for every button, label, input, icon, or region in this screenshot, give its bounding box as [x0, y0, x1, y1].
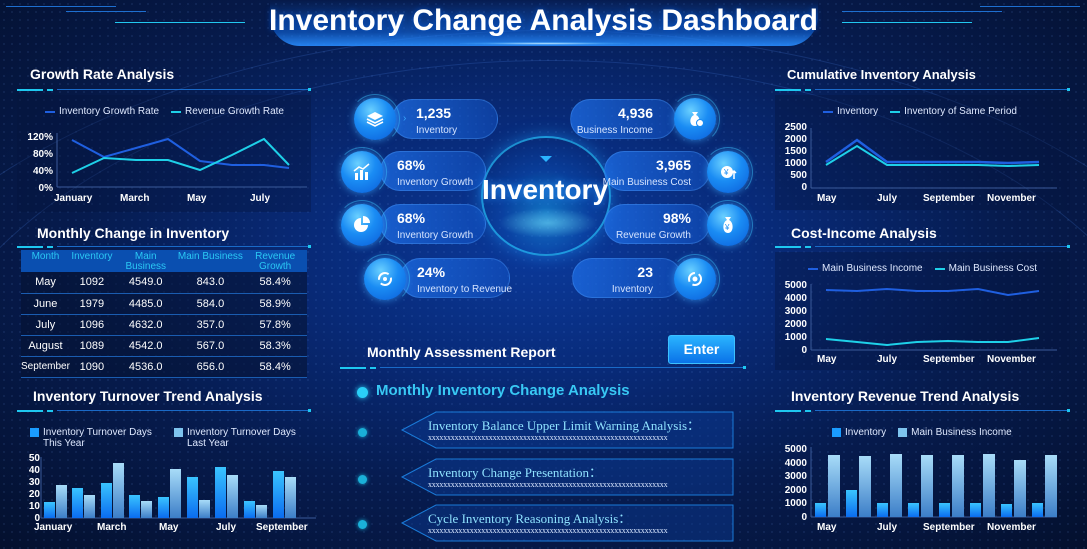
kpi-main-business-cost[interactable]: 3,965 Main Business Cost — [603, 151, 710, 191]
bullet-icon — [358, 475, 367, 484]
center-label: Inventory — [481, 174, 609, 205]
chevron-right-icon: › — [403, 113, 407, 124]
turnover-title: Inventory Turnover Trend Analysis — [33, 388, 263, 404]
legend-main-business-cost[interactable]: Main Business Cost — [934, 263, 1037, 274]
turnover-bars — [40, 457, 316, 519]
report-subtitle: Monthly Inventory Change Analysis — [376, 382, 630, 399]
bullet-icon — [358, 520, 367, 529]
panel-divider — [775, 409, 1070, 412]
col-revenue-growth[interactable]: Revenue Growth — [243, 250, 307, 272]
monthly-change-title: Monthly Change in Inventory — [37, 225, 230, 241]
table-row[interactable]: June 1979 4485.0 584.0 58.9% — [21, 293, 307, 315]
header-deco-line — [6, 6, 116, 7]
yen-coin-icon: ¥ — [703, 147, 753, 197]
report-item-change-presentation[interactable]: Inventory Change Presentation： xxxxxxxxx… — [390, 458, 734, 496]
triangle-down-icon — [540, 156, 552, 162]
bullet-icon — [357, 387, 368, 398]
panel-divider — [340, 366, 746, 369]
page-title: Inventory Change Analysis Dashboard — [268, 4, 819, 37]
report-item-cycle-reasoning[interactable]: Cycle Inventory Reasoning Analysis： xxxx… — [390, 504, 734, 542]
panel-divider — [17, 88, 311, 91]
legend-income-bar[interactable]: Main Business Income — [898, 427, 1012, 438]
col-main-business-cost[interactable]: Main Business — [177, 250, 244, 272]
growth-rate-chart: Inventory Growth Rate Revenue Growth Rat… — [17, 95, 311, 212]
cost-income-lines — [810, 284, 1057, 351]
panel-divider — [17, 245, 311, 248]
legend-this-year[interactable]: Inventory Turnover Days This Year — [30, 427, 160, 449]
legend-inventory-bar[interactable]: Inventory — [832, 427, 886, 438]
table-row[interactable]: August 1089 4542.0 567.0 58.3% — [21, 335, 307, 357]
title-banner — [270, 0, 818, 46]
cumulative-title: Cumulative Inventory Analysis — [787, 67, 976, 82]
legend-inventory[interactable]: Inventory — [823, 106, 878, 117]
kpi-business-income[interactable]: 4,936 Business Income — [570, 99, 676, 139]
revenue-trend-chart: Inventory Main Business Income 5000 4000 3… — [775, 416, 1070, 546]
header-deco-line — [842, 11, 1002, 12]
col-month[interactable]: Month — [21, 250, 70, 272]
pie-chart-icon — [337, 200, 387, 250]
legend-same-period[interactable]: Inventory of Same Period — [890, 106, 1017, 117]
kpi-inventory-count[interactable]: 23 Inventory — [572, 258, 682, 298]
legend-main-business-income[interactable]: Main Business Income — [808, 263, 923, 274]
wave-graphic — [498, 208, 598, 238]
revenue-trend-bars — [810, 447, 1057, 518]
cost-income-title: Cost-Income Analysis — [791, 225, 937, 241]
col-main-business-income[interactable]: Main Business — [113, 250, 178, 272]
kpi-revenue-growth[interactable]: 98% Revenue Growth — [604, 204, 710, 244]
revenue-trend-title: Inventory Revenue Trend Analysis — [791, 388, 1020, 404]
kpi-inventory-growth-1[interactable]: 68% Inventory Growth — [380, 151, 486, 191]
money-bag-icon — [670, 94, 720, 144]
table-header-row: Month Inventory Main Business Main Busin… — [21, 250, 307, 272]
legend-inventory-growth[interactable]: Inventory Growth Rate — [45, 106, 159, 117]
table-row[interactable]: September 1090 4536.0 656.0 58.4% — [21, 356, 307, 378]
enter-button[interactable]: Enter — [668, 335, 735, 364]
svg-text:¥: ¥ — [724, 223, 730, 232]
center-globe — [481, 136, 611, 256]
title-glow — [460, 42, 630, 45]
header-deco-line — [66, 11, 146, 12]
header-deco-line — [115, 22, 245, 23]
report-item-upper-limit[interactable]: Inventory Balance Upper Limit Warning An… — [390, 411, 734, 449]
table-row[interactable]: May 1092 4549.0 843.0 58.4% — [21, 272, 307, 294]
growth-rate-lines — [56, 133, 307, 188]
legend-last-year[interactable]: Inventory Turnover Days Last Year — [174, 427, 304, 449]
turnover-chart: Inventory Turnover Days This Year Invent… — [17, 416, 316, 546]
cost-income-chart: Main Business Income Main Business Cost … — [775, 252, 1070, 370]
legend-revenue-growth[interactable]: Revenue Growth Rate — [171, 106, 284, 117]
header-deco-line — [842, 22, 972, 23]
header-deco-line — [980, 6, 1080, 7]
panel-divider — [775, 245, 1070, 248]
kpi-inventory-growth-2[interactable]: 68% Inventory Growth — [380, 204, 486, 244]
refresh-icon — [360, 254, 410, 304]
table-row[interactable]: July 1096 4632.0 357.0 57.8% — [21, 314, 307, 336]
panel-divider — [775, 88, 1070, 91]
col-inventory[interactable]: Inventory — [69, 250, 114, 272]
monthly-change-table: Month Inventory Main Business Main Busin… — [21, 250, 307, 378]
bar-growth-icon — [337, 147, 387, 197]
report-title: Monthly Assessment Report — [367, 344, 556, 360]
bullet-icon — [358, 428, 367, 437]
kpi-inventory-to-revenue[interactable]: 24% Inventory to Revenue — [400, 258, 512, 298]
cycle-icon — [670, 254, 720, 304]
cumulative-lines — [810, 128, 1057, 189]
yen-bag-icon: ¥ — [703, 200, 753, 250]
panel-divider — [17, 409, 311, 412]
growth-rate-title: Growth Rate Analysis — [30, 66, 175, 82]
kpi-inventory[interactable]: 1,235 Inventory — [392, 99, 498, 139]
cumulative-chart: Inventory Inventory of Same Period 2500 2… — [775, 95, 1070, 210]
layers-icon — [350, 94, 400, 144]
svg-text:¥: ¥ — [723, 168, 729, 177]
